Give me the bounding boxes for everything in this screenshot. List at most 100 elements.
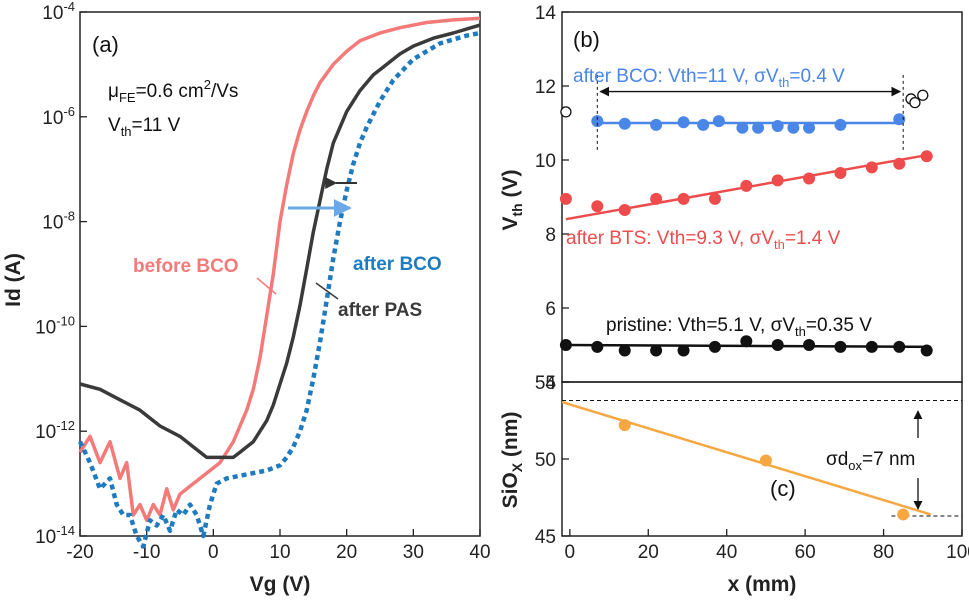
data-point-after-bco: [618, 117, 631, 130]
series-line-after-bco: [77, 30, 481, 549]
data-point-pristine: [740, 335, 753, 348]
y-tick-label: 6: [545, 299, 556, 320]
outlier-point: [909, 97, 921, 109]
data-point-pristine: [865, 340, 878, 353]
x-tick-label: 40: [469, 542, 490, 563]
data-point-siox: [618, 419, 631, 432]
label-after-bco: after BCO: [353, 254, 442, 275]
data-point-after-bco: [712, 115, 725, 128]
data-point-after-bts: [740, 179, 753, 192]
data-point-after-bts: [618, 203, 631, 216]
y-tick-label: 14: [535, 3, 557, 24]
vth-annotation: Vth=11 V: [108, 115, 181, 139]
mobility-annotation: μFE=0.6 cm2/Vs: [108, 77, 238, 105]
data-point-after-bco: [787, 121, 800, 134]
y-tick-label: 10-10: [35, 313, 75, 338]
outlier-point: [560, 106, 572, 118]
y-tick-label: 4: [545, 373, 556, 394]
y-tick-label: 10-8: [42, 209, 75, 234]
data-point-pristine: [708, 340, 721, 353]
panel-c-label: (c): [770, 476, 796, 501]
x-tick-label: 20: [336, 542, 357, 563]
data-point-pristine: [803, 339, 816, 351]
x-tick-label: 0: [565, 542, 576, 563]
panel-a: -20 -10 0 10 20 30 40 10-1410-1210-1010-810-61…: [2, 0, 491, 596]
series-line-after-pas: [79, 23, 481, 460]
x-tick-label: 40: [716, 542, 737, 563]
x-tick-label: 0: [208, 542, 219, 563]
x-tick-label: 60: [795, 542, 816, 563]
panel-c-x-ticks: 0 20 40 60 80 100: [565, 529, 969, 563]
data-point-after-bco: [771, 119, 784, 132]
panel-b-marks: [559, 74, 933, 357]
data-point-pristine: [920, 344, 933, 357]
after-pas-leader: [315, 282, 339, 300]
data-point-after-bco: [752, 121, 765, 134]
panel-b-y-ticks: 4 6 8 10 12 14: [535, 3, 569, 394]
y-tick-label: 50: [535, 450, 556, 471]
data-point-after-bco: [697, 118, 710, 131]
panel-a-x-ticks: -20 -10 0 10 20 30 40: [66, 529, 491, 563]
data-point-pristine: [591, 340, 604, 353]
panel-c: 0 20 40 60 80 100 45 50 55 (c) σdox=7 nm SiOX (…: [499, 373, 969, 596]
panel-a-label: (a): [92, 32, 119, 57]
data-point-after-bco: [591, 115, 604, 128]
data-point-after-bts: [834, 166, 847, 179]
x-tick-label: -10: [133, 542, 160, 563]
label-before-bco: before BCO: [133, 256, 239, 277]
panel-c-y-ticks: 45 50 55: [535, 373, 569, 548]
series-line-before-bco: [78, 16, 481, 523]
y-tick-label: 10-4: [42, 0, 75, 24]
panel-b-label: (b): [573, 27, 600, 52]
thickness-delta-label: σdox=7 nm: [826, 449, 915, 473]
label-b-after-bco: after BCO: Vth=11 V, σVth=0.4 V: [573, 66, 845, 90]
panel-b-y-axis-label: Vth (V): [499, 169, 525, 230]
panel-a-y-axis-label: Id (A): [2, 253, 25, 307]
panel-c-y-axis-label: SiOX (nm): [499, 412, 525, 509]
x-tick-label: 20: [638, 542, 659, 563]
y-tick-label: 45: [535, 527, 556, 548]
y-tick-label: 8: [545, 225, 556, 246]
data-point-after-bts: [803, 172, 816, 185]
data-point-after-bts: [865, 161, 878, 174]
data-point-siox: [897, 508, 910, 521]
data-point-pristine: [834, 340, 847, 353]
x-tick-label: 30: [403, 542, 424, 563]
x-tick-label: -20: [66, 542, 93, 563]
y-tick-label: 10: [535, 151, 556, 172]
data-point-after-bco: [893, 113, 906, 126]
data-point-after-bts: [650, 192, 663, 205]
label-b-pristine: pristine: Vth=5.1 V, σVth=0.35 V: [606, 315, 872, 339]
data-point-after-bco: [650, 118, 663, 131]
data-point-pristine: [618, 344, 631, 357]
data-point-pristine: [650, 344, 663, 357]
data-point-after-bts: [677, 192, 690, 205]
panel-c-x-axis-label: x (mm): [728, 573, 797, 596]
data-point-pristine: [893, 340, 906, 353]
data-point-after-bco: [834, 118, 847, 131]
panel-a-y-ticks: 10-14 10-12 10-10 10-8 10-6 10-4: [35, 0, 87, 548]
data-point-after-bts: [893, 157, 906, 170]
data-point-pristine: [771, 339, 784, 351]
data-point-after-bco: [803, 121, 816, 134]
outlier-point: [917, 89, 929, 101]
before-bco-leader: [256, 277, 277, 295]
data-point-after-bts: [591, 200, 604, 213]
panel-c-marks: [561, 399, 962, 521]
data-point-after-bts: [771, 174, 784, 187]
y-tick-label: 10-12: [35, 418, 75, 443]
panel-a-x-axis-label: Vg (V): [250, 573, 311, 596]
data-point-after-bco: [736, 121, 749, 134]
y-tick-label: 12: [535, 77, 556, 98]
y-tick-label: 55: [535, 373, 556, 394]
y-tick-label: 10-14: [35, 523, 75, 548]
y-tick-label: 10-6: [42, 104, 75, 129]
data-point-after-bts: [559, 192, 572, 205]
label-after-pas: after PAS: [338, 300, 422, 321]
data-point-after-bts: [920, 150, 933, 163]
x-tick-label: 100: [946, 542, 969, 563]
data-point-after-bco: [677, 116, 690, 129]
x-tick-label: 80: [873, 542, 894, 563]
data-point-pristine: [677, 344, 690, 357]
